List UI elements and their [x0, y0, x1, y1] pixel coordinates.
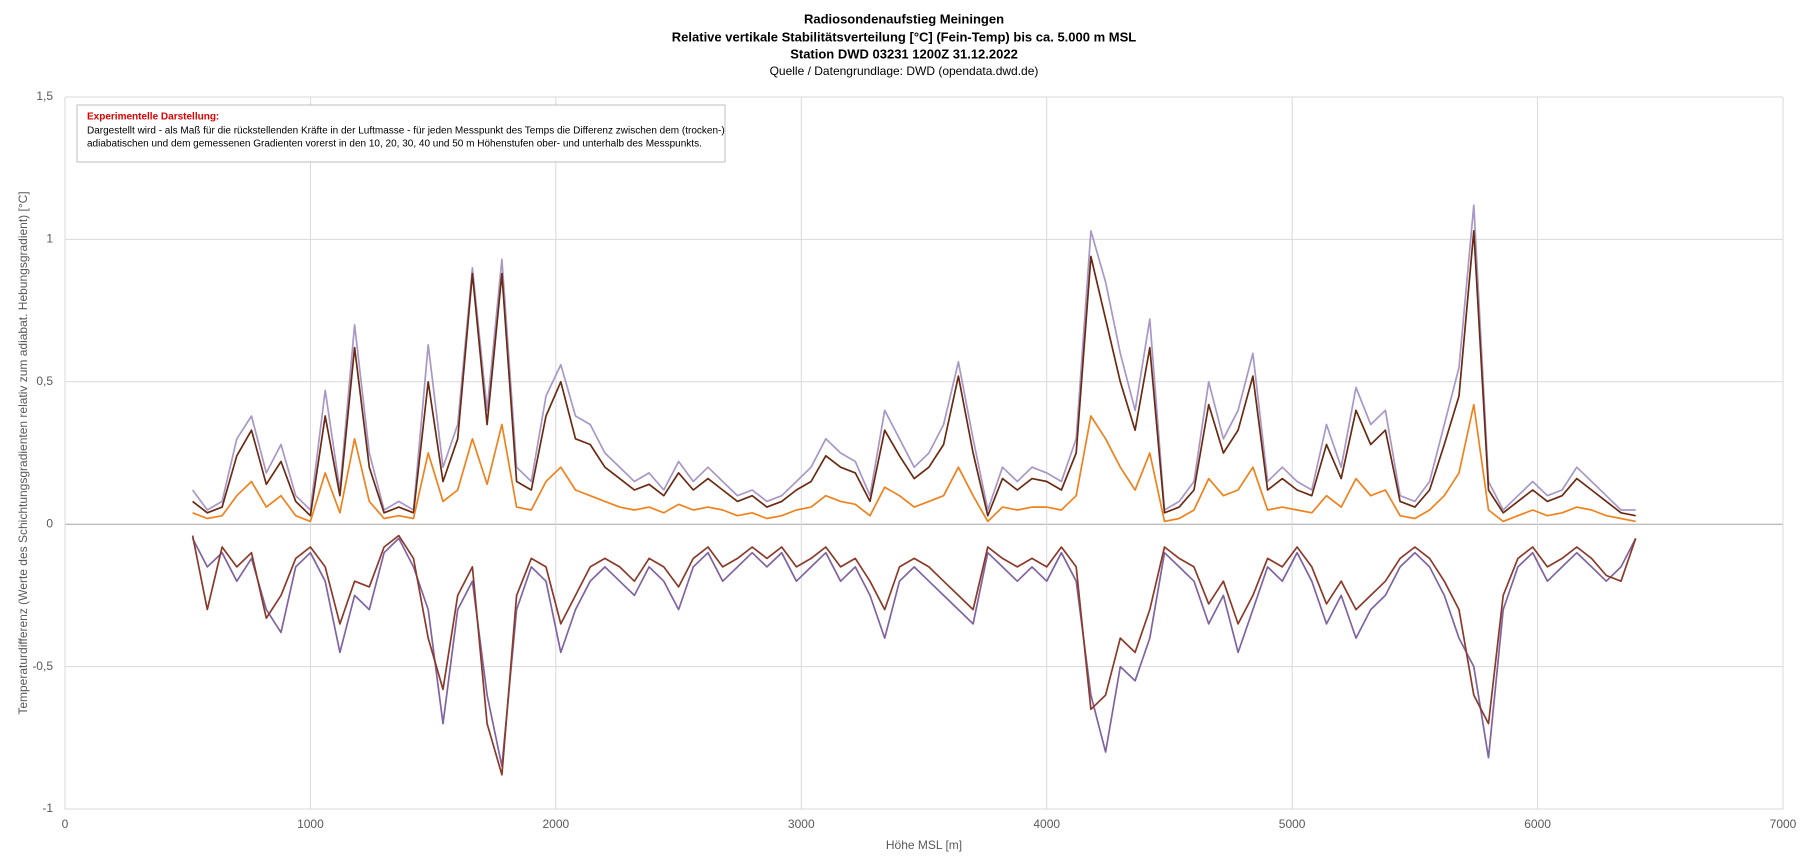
x-tick-label: 4000: [1033, 817, 1060, 831]
x-tick-label: 1000: [297, 817, 324, 831]
grid: -1 -0,5 0 1 0,5 1,5 0 1000 2000 3000 4000 5000 6000 7…: [32, 89, 1796, 831]
y-axis-title: Temperaturdifferenz (Werte des Schichtun…: [16, 191, 30, 714]
series-line: [192, 230, 1636, 517]
chart-title: Station DWD 03231 1200Z 31.12.2022: [790, 46, 1018, 61]
x-tick-label: 5000: [1279, 817, 1306, 831]
annotation-text: Dargestellt wird - als Maß für die rücks…: [87, 126, 725, 137]
series-line: [192, 403, 1636, 523]
x-tick-label: 6000: [1524, 817, 1551, 831]
annotation-box: [76, 104, 726, 163]
series-line: [191, 534, 1637, 776]
chart-subtitle: Quelle / Datengrundlage: DWD (opendata.d…: [770, 64, 1039, 78]
x-tick-label: 2000: [543, 817, 570, 831]
x-tick-label: 3000: [788, 817, 815, 831]
lines: [191, 204, 1637, 776]
x-tick-label: 0: [62, 817, 69, 831]
y-tick-label: 1: [46, 232, 53, 246]
chart-title: Radiosondenaufstieg Meiningen: [804, 11, 1004, 26]
chart-title: Relative vertikale Stabilitätsverteilung…: [672, 29, 1136, 44]
y-tick-label: -0,5: [32, 659, 53, 673]
y-tick-label: 1,5: [36, 89, 53, 103]
y-tick-label: -1: [42, 801, 53, 815]
annotation-title: Experimentelle Darstellung:: [87, 112, 219, 123]
y-tick-label: 0: [46, 516, 53, 530]
series-line: [191, 204, 1636, 511]
y-tick-label: 0,5: [36, 374, 53, 388]
series-line: [191, 537, 1637, 768]
annotation-text: adiabatischen und dem gemessenen Gradien…: [87, 139, 702, 150]
x-tick-label: 7000: [1770, 817, 1797, 831]
x-axis-title: Höhe MSL [m]: [886, 838, 962, 852]
